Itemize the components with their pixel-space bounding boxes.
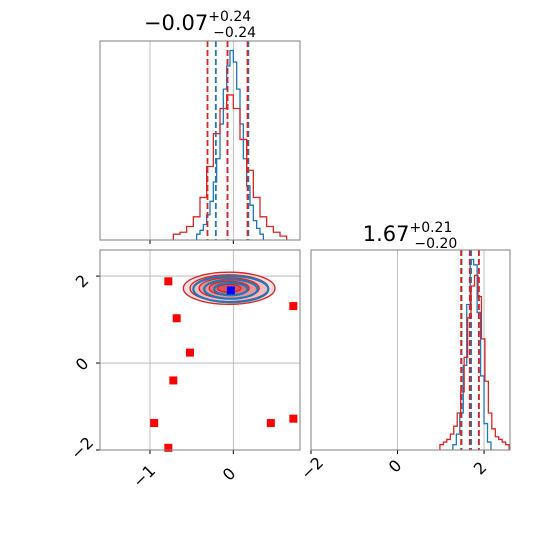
axes-frame <box>99 40 301 241</box>
joint-ytick-label: 2 <box>72 271 93 292</box>
joint-ytick-label: 0 <box>72 354 93 375</box>
joint-scatter-panel <box>96 249 301 454</box>
right-xtick-label: −2 <box>297 453 327 483</box>
joint-ytick-label: −2 <box>67 433 97 463</box>
marker-red <box>164 443 173 452</box>
title-y-sub: −0.20 <box>414 236 457 252</box>
marker-red <box>164 277 173 286</box>
title-y-main: 1.67 <box>363 222 410 246</box>
marker-red <box>186 348 194 357</box>
histogram-red <box>439 274 510 450</box>
marker-red <box>169 376 178 385</box>
sample-point <box>213 305 216 307</box>
joint-xtick-label: 0 <box>219 464 240 485</box>
joint-xtick-label: −1 <box>129 461 159 491</box>
marker-red <box>266 419 275 428</box>
title-marginal-y: 1.67+0.21 −0.20 <box>363 220 458 252</box>
title-x-main: −0.07 <box>144 11 208 35</box>
title-marginal-x: −0.07+0.24 −0.24 <box>144 9 256 41</box>
histogram-red <box>172 94 288 240</box>
marginal-y-histogram <box>310 249 511 454</box>
marker-red <box>289 414 298 423</box>
marker-red <box>150 419 159 428</box>
contour-blue <box>203 278 259 300</box>
marker-red <box>289 302 298 311</box>
marker-blue <box>226 286 235 295</box>
title-x-sub: −0.24 <box>213 25 256 41</box>
axes-frame <box>99 249 301 451</box>
marginal-x-histogram <box>99 40 301 244</box>
right-xtick-label: 2 <box>470 458 491 479</box>
contour-blue <box>213 281 249 297</box>
axes-frame <box>310 249 511 451</box>
contour-blue <box>192 274 270 304</box>
title-x-sup: +0.24 <box>208 9 251 25</box>
title-y-sup: +0.21 <box>409 220 452 236</box>
right-xtick-label: 0 <box>385 456 406 477</box>
marker-red <box>172 314 181 323</box>
